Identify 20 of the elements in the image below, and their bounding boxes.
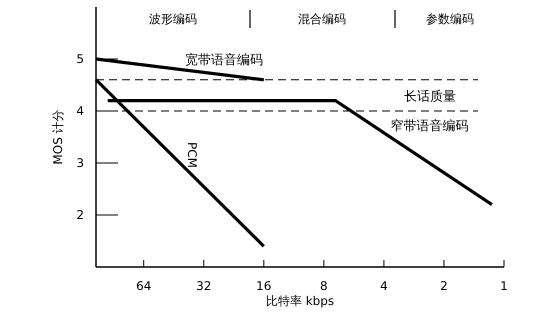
x-tick-label: 2 bbox=[440, 279, 448, 293]
x-tick-label: 32 bbox=[196, 279, 212, 293]
x-tick-label: 1 bbox=[500, 279, 508, 293]
y-tick-label: 2 bbox=[76, 208, 84, 222]
y-tick-label: 3 bbox=[76, 156, 84, 170]
annotation: 波形编码 bbox=[149, 12, 197, 26]
text: PCM bbox=[184, 142, 199, 168]
annotation: 参数编码 bbox=[426, 12, 474, 26]
annotation: 长话质量 bbox=[404, 89, 456, 104]
x-tick-label: 8 bbox=[320, 279, 328, 293]
x-tick-label: 16 bbox=[256, 279, 272, 293]
series-label: 宽带语音编码 bbox=[184, 52, 263, 68]
annotation: 混合编码 bbox=[298, 12, 346, 26]
x-axis-title: 比特率 kbps bbox=[266, 294, 334, 308]
y-axis-title: MOS 计分 bbox=[51, 109, 65, 165]
y-tick-label: 5 bbox=[76, 52, 84, 66]
x-tick-label: 64 bbox=[136, 279, 152, 293]
x-tick-label: 4 bbox=[380, 279, 388, 293]
y-tick-label: 4 bbox=[76, 104, 84, 118]
series-label: 窄带语音编码 bbox=[390, 118, 468, 134]
